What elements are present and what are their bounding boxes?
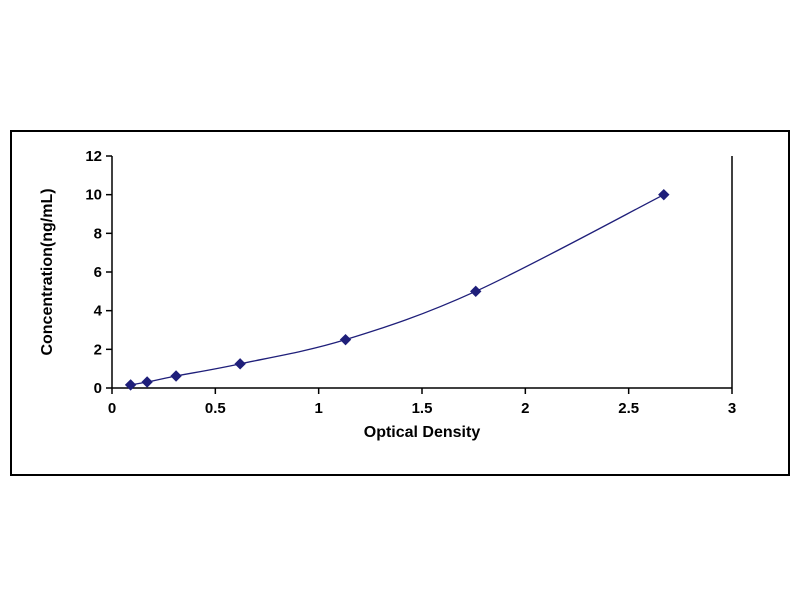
- x-tick-label: 0: [108, 400, 116, 417]
- x-tick-label: 0.5: [205, 400, 226, 417]
- data-point-marker: [124, 379, 137, 391]
- data-point-marker: [141, 376, 153, 388]
- data-point-marker: [170, 370, 182, 382]
- x-tick-label: 1: [314, 400, 322, 417]
- data-series-line: [130, 194, 665, 386]
- y-tick-label: 6: [94, 264, 102, 281]
- x-tick-label: 3: [728, 400, 736, 417]
- data-point-marker: [470, 285, 482, 298]
- y-tick-label: 8: [94, 225, 102, 242]
- y-tick-label: 4: [94, 303, 103, 320]
- y-axis-label: Concentration(ng/mL): [39, 188, 56, 355]
- x-tick-label: 1.5: [412, 400, 433, 417]
- y-tick-label: 12: [85, 148, 102, 165]
- data-point-marker: [234, 358, 246, 370]
- x-tick-label: 2.5: [618, 400, 639, 417]
- x-axis-label: Optical Density: [364, 424, 481, 441]
- standard-curve-chart: Optical Density Concentration(ng/mL) 0 2 4…: [39, 148, 736, 441]
- y-tick-label: 2: [94, 341, 102, 358]
- data-point-marker: [658, 188, 670, 201]
- data-point-marker: [339, 333, 352, 346]
- x-tick-label: 2: [521, 400, 529, 417]
- y-tick-label: 10: [85, 187, 102, 204]
- y-tick-label: 0: [94, 380, 102, 397]
- chart-frame: Optical Density Concentration(ng/mL) 0 2 4…: [10, 130, 790, 476]
